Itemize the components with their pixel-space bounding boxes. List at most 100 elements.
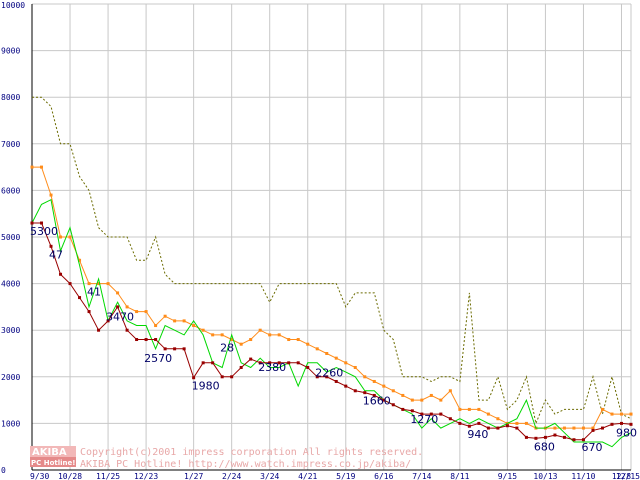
series-1-point [49, 193, 53, 197]
y-tick-label: 5000 [1, 233, 20, 242]
series-1-point [572, 426, 576, 430]
y-tick-label: 7000 [1, 140, 20, 149]
data-label: 47 [49, 248, 63, 261]
series-3-point [524, 435, 528, 439]
series-1-point [106, 282, 110, 286]
series-3-point [382, 398, 386, 402]
series-1-point [192, 324, 196, 328]
series-1-point [201, 328, 205, 332]
series-3-point [610, 422, 614, 426]
series-3-point [467, 424, 471, 428]
series-1-point [410, 398, 414, 402]
series-1-point [429, 393, 433, 397]
series-line-2 [31, 198, 632, 448]
series-3-point [296, 361, 300, 365]
series-line-1 [32, 166, 631, 429]
data-label: 1660 [363, 395, 391, 408]
series-1-point [629, 412, 633, 416]
series-3-point [268, 361, 272, 365]
series-3-point [220, 375, 224, 379]
series-1-point [477, 407, 481, 411]
series-line-0 [32, 96, 632, 426]
series-1-point [353, 365, 357, 369]
series-3-point [372, 393, 376, 397]
series-1-point [116, 291, 120, 295]
series-1-point [600, 407, 604, 411]
series-3-point [325, 375, 329, 379]
series-3-point [515, 426, 519, 430]
series-1-point [268, 333, 272, 337]
series-3-point [534, 436, 538, 440]
y-tick-label: 8000 [1, 93, 20, 102]
x-tick-label: 1/27 [184, 472, 203, 480]
series-3-point [135, 338, 139, 342]
series-3-point [581, 438, 585, 442]
series-3-point [562, 435, 566, 439]
series-1-point [277, 333, 281, 337]
x-tick-label: 2/24 [222, 472, 241, 480]
watermark-logo-top: AKIBA [32, 447, 67, 458]
series-1-point [619, 412, 623, 416]
series-3-point [106, 319, 110, 323]
series-3-point [458, 421, 462, 425]
series-3-point [629, 422, 633, 426]
series-1-point [163, 314, 167, 318]
series-3-point [211, 361, 215, 365]
series-3-point [116, 305, 120, 309]
series-3-point [315, 375, 319, 379]
watermark-line-2: AKIBA PC Hotline! http://www.watch.impre… [80, 459, 411, 470]
series-1-point [363, 375, 367, 379]
series-3-point [125, 328, 129, 332]
series-3-point [401, 407, 405, 411]
series-1-point [524, 421, 528, 425]
series-1-point [515, 421, 519, 425]
series-3-point [496, 426, 500, 430]
x-tick-label: 4/21 [298, 472, 317, 480]
series-3-point [144, 338, 148, 342]
x-tick-label: 5/19 [336, 472, 355, 480]
series-3-point [68, 282, 72, 286]
series-lines [30, 96, 633, 448]
data-labels: 5300 47 41 3470 2570 1980 28 2380 2260 1660 1270 94… [30, 225, 637, 454]
x-tick-label: 9/15 [498, 472, 517, 480]
series-3-point [429, 412, 433, 416]
series-1-point [230, 338, 234, 342]
x-tick-label: 11/25 [96, 472, 120, 480]
x-tick-label: 9/30 [30, 472, 49, 480]
series-3-point [391, 403, 395, 407]
series-3-point [591, 428, 595, 432]
series-1-point [144, 310, 148, 314]
series-3-point [40, 221, 44, 225]
series-1-point [391, 389, 395, 393]
series-3-point [600, 426, 604, 430]
series-3-point [334, 379, 338, 383]
watermark-line-1: Copyright(c)2001 impress corporation All… [80, 447, 423, 458]
x-tick-label: 6/16 [374, 472, 393, 480]
series-3-point [182, 347, 186, 351]
series-3-point [78, 296, 82, 300]
series-3-point [49, 244, 53, 248]
series-1-point [220, 333, 224, 337]
series-1-point [486, 412, 490, 416]
series-1-point [382, 384, 386, 388]
series-1-point [315, 347, 319, 351]
data-label: 2260 [315, 367, 343, 380]
series-1-point [182, 319, 186, 323]
series-1-point [344, 361, 348, 365]
series-3-point [505, 424, 509, 428]
series-1-point [401, 393, 405, 397]
series-1-point [581, 426, 585, 430]
series-1-point [239, 342, 243, 346]
series-1-point [154, 324, 158, 328]
series-1-point [87, 282, 91, 286]
series-3-point [59, 272, 63, 276]
x-tick-label: 3/24 [260, 472, 279, 480]
series-1-point [458, 407, 462, 411]
series-1-point [562, 426, 566, 430]
series-1-point [59, 235, 63, 239]
series-1-point [211, 333, 215, 337]
series-1-point [287, 338, 291, 342]
series-3-point [543, 435, 547, 439]
series-1-point [610, 412, 614, 416]
